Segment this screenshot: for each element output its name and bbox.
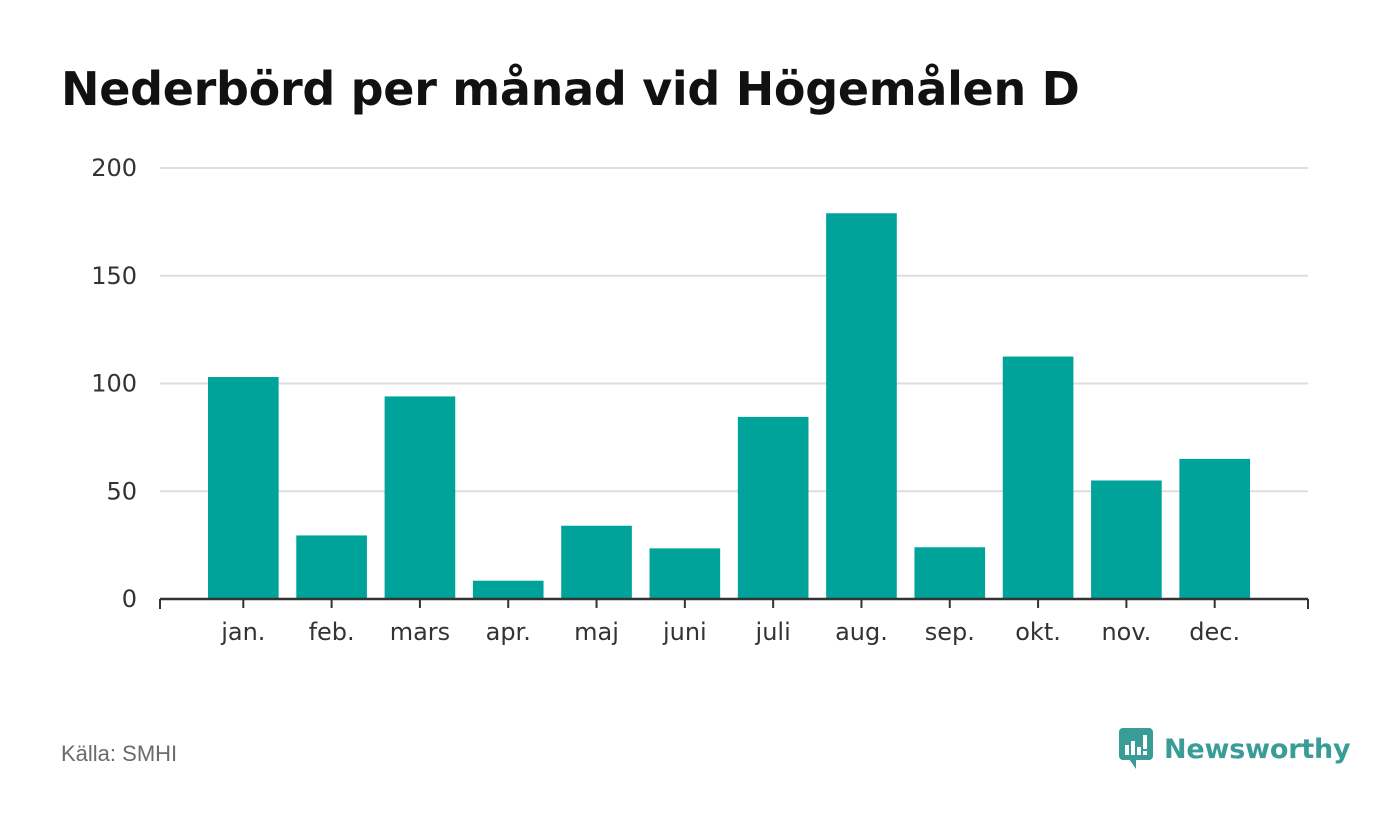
x-tick-label: nov. — [1101, 618, 1151, 646]
y-tick-label: 150 — [91, 262, 137, 290]
bar — [826, 213, 897, 599]
bar — [472, 580, 544, 599]
y-axis-ticks: 0 50 100 150 200 — [91, 154, 137, 613]
bar — [207, 377, 279, 599]
x-tick-label: feb. — [309, 618, 355, 646]
x-tick-label: aug. — [835, 618, 888, 646]
x-tick-label: sep. — [925, 618, 975, 646]
x-tick-label: okt. — [1015, 618, 1061, 646]
y-tick-label: 50 — [106, 477, 137, 505]
bar — [649, 548, 721, 599]
x-axis-ticks: jan. feb. mars apr. maj juni juli aug. sep. okt. n… — [220, 599, 1240, 646]
x-tick-label: dec. — [1189, 618, 1240, 646]
bar — [384, 396, 456, 599]
x-tick-label: maj — [574, 618, 619, 646]
gridlines — [160, 167, 1308, 493]
brand-logo: Newsworthy — [1118, 727, 1351, 771]
x-tick-label: mars — [390, 618, 450, 646]
newsworthy-logo-icon — [1119, 728, 1153, 769]
bar — [561, 525, 632, 599]
y-tick-label: 100 — [91, 370, 137, 398]
y-tick-label: 0 — [122, 585, 137, 613]
bar — [296, 535, 367, 599]
bar — [914, 547, 986, 599]
bar — [1002, 356, 1074, 599]
y-tick-label: 200 — [91, 154, 137, 182]
x-tick-label: juni — [662, 618, 707, 646]
x-axis — [159, 597, 1309, 609]
brand-name: Newsworthy — [1164, 733, 1351, 765]
x-tick-label: jan. — [220, 618, 265, 646]
page-title: Nederbörd per månad vid Högemålen D — [61, 62, 1080, 116]
bar — [1179, 458, 1251, 599]
source-note: Källa: SMHI — [61, 741, 178, 766]
bars — [207, 213, 1251, 599]
x-tick-label: apr. — [486, 618, 531, 646]
bar — [737, 416, 809, 599]
bar — [1091, 480, 1162, 599]
x-tick-label: juli — [755, 618, 791, 646]
